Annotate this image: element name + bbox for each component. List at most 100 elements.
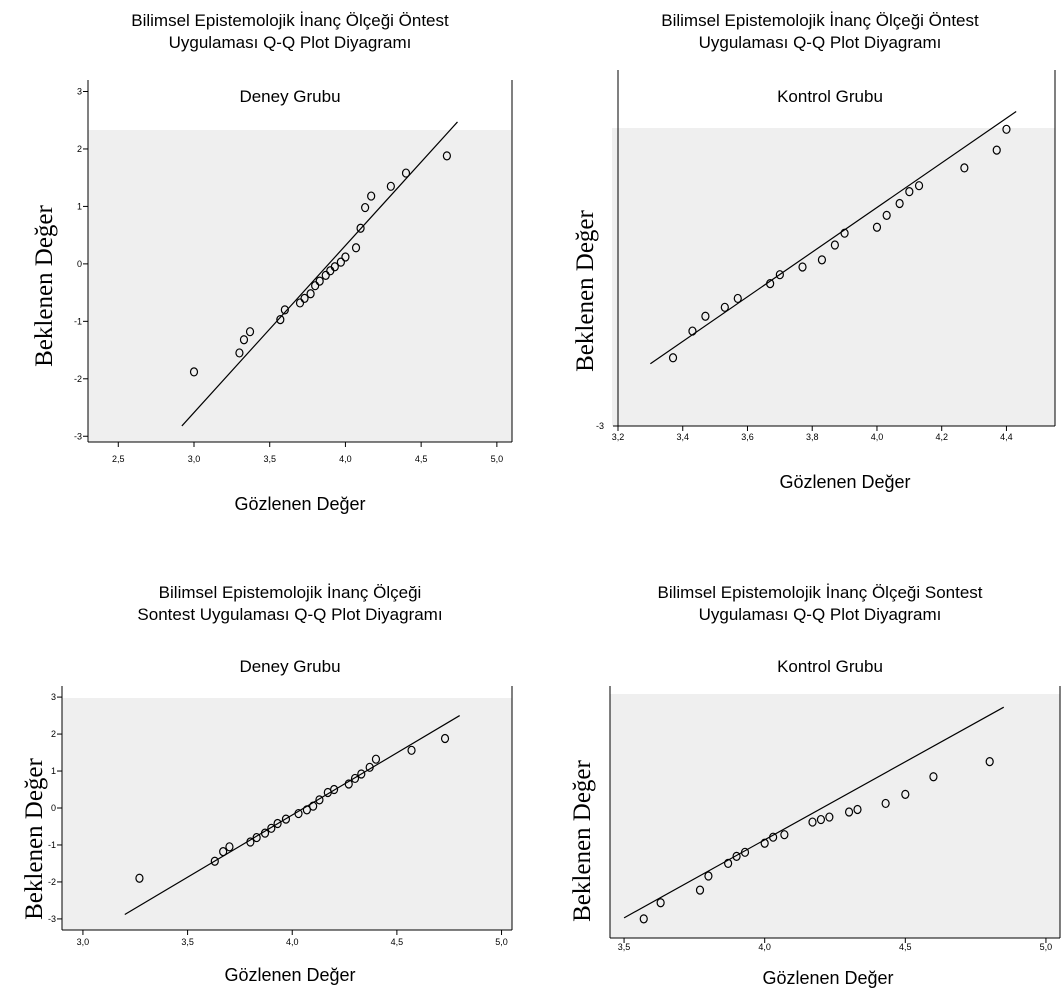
data-point bbox=[351, 243, 361, 253]
x-tick-label: 4,5 bbox=[391, 937, 404, 947]
data-point bbox=[985, 756, 994, 767]
y-tick-label: 1 bbox=[51, 766, 56, 776]
x-tick-label: 5,0 bbox=[1040, 942, 1053, 952]
group-label: Deney Grubu bbox=[239, 657, 341, 676]
data-point bbox=[780, 830, 789, 840]
data-point bbox=[235, 348, 244, 358]
data-point bbox=[701, 311, 710, 321]
data-point bbox=[315, 276, 324, 286]
data-point bbox=[724, 858, 733, 869]
chart-title-line2: Uygulaması Q-Q Plot Diyagramı bbox=[168, 33, 412, 52]
plot-area-background bbox=[612, 128, 1055, 426]
x-tick-label: 3,4 bbox=[676, 432, 689, 442]
data-point bbox=[720, 302, 729, 312]
group-label: Kontrol Grubu bbox=[777, 87, 883, 106]
y-tick-label: -1 bbox=[74, 316, 82, 326]
data-point bbox=[365, 762, 374, 772]
data-point bbox=[760, 838, 769, 848]
data-point bbox=[929, 772, 938, 782]
chart-title-line2: Uygulaması Q-Q Plot Diyagramı bbox=[698, 605, 942, 624]
data-point bbox=[732, 851, 741, 861]
x-tick-label: 3,8 bbox=[806, 432, 819, 442]
data-point bbox=[361, 202, 370, 213]
data-point bbox=[281, 814, 291, 824]
data-point bbox=[1002, 124, 1011, 134]
x-tick-label: 3,2 bbox=[612, 432, 625, 442]
y-tick-label: 3 bbox=[77, 86, 82, 96]
chart-title-line1: Bilimsel Epistemolojik İnanç Ölçeği Sont… bbox=[657, 583, 983, 602]
reference-line bbox=[124, 715, 460, 915]
x-tick-label: 5,0 bbox=[491, 454, 504, 464]
data-point bbox=[357, 769, 366, 779]
y-tick-label: 1 bbox=[77, 201, 82, 211]
y-tick-label: -3 bbox=[48, 914, 56, 924]
data-point bbox=[306, 289, 315, 299]
data-point bbox=[881, 798, 890, 809]
data-point bbox=[367, 191, 376, 201]
data-point bbox=[245, 327, 255, 337]
y-tick-label: 3 bbox=[51, 692, 56, 702]
data-point bbox=[872, 222, 882, 232]
chart-title-line2: Sontest Uygulaması Q-Q Plot Diyagramı bbox=[137, 605, 443, 624]
group-label: Kontrol Grubu bbox=[777, 657, 883, 676]
y-axis-label: Beklenen Değer bbox=[21, 758, 48, 920]
data-point bbox=[273, 818, 282, 829]
y-tick-label: -2 bbox=[48, 877, 56, 887]
x-tick-label: 4,0 bbox=[871, 432, 884, 442]
reference-line bbox=[623, 706, 1005, 919]
y-tick-label: -1 bbox=[48, 840, 56, 850]
data-point bbox=[246, 837, 255, 847]
data-point bbox=[704, 871, 713, 881]
reference-line bbox=[181, 121, 458, 427]
reference-line bbox=[650, 111, 1017, 365]
data-point bbox=[280, 305, 289, 315]
data-point bbox=[766, 279, 775, 289]
data-point bbox=[371, 754, 381, 764]
plot-area-background bbox=[62, 698, 512, 930]
data-point bbox=[688, 326, 697, 336]
data-point bbox=[733, 293, 742, 304]
x-axis-label: Gözlenen Değer bbox=[762, 968, 894, 988]
y-tick-label: -2 bbox=[74, 374, 82, 384]
data-point bbox=[219, 847, 228, 857]
data-point bbox=[992, 145, 1001, 155]
x-tick-label: 3,5 bbox=[181, 937, 194, 947]
x-tick-label: 4,0 bbox=[758, 942, 771, 952]
y-axis-label: Beklenen Değer bbox=[31, 205, 58, 367]
y-tick-label: 0 bbox=[77, 259, 82, 269]
x-tick-label: 3,5 bbox=[618, 942, 631, 952]
data-point bbox=[302, 805, 311, 815]
x-axis-label: Gözlenen Değer bbox=[234, 494, 366, 514]
data-point bbox=[295, 298, 305, 308]
group-label: Deney Grubu bbox=[239, 87, 341, 106]
x-tick-label: 4,2 bbox=[935, 432, 948, 442]
data-point bbox=[905, 187, 914, 197]
data-point bbox=[225, 842, 234, 852]
data-point bbox=[656, 898, 665, 908]
data-point bbox=[882, 210, 891, 220]
data-point bbox=[386, 181, 395, 191]
y-tick-label: 2 bbox=[51, 729, 56, 739]
data-point bbox=[639, 914, 648, 924]
data-point bbox=[840, 228, 849, 238]
data-point bbox=[315, 795, 324, 805]
chart-title-line1: Bilimsel Epistemolojik İnanç Ölçeği Önte… bbox=[131, 11, 449, 30]
data-point bbox=[440, 733, 450, 744]
data-point bbox=[210, 856, 219, 866]
data-point bbox=[344, 779, 353, 789]
data-point bbox=[830, 240, 839, 250]
data-point bbox=[300, 293, 309, 303]
data-point bbox=[252, 832, 261, 843]
data-point bbox=[769, 832, 778, 842]
data-point bbox=[276, 315, 285, 325]
plot-area-background bbox=[88, 130, 512, 442]
data-point bbox=[740, 847, 750, 857]
data-point bbox=[960, 163, 969, 173]
plot-area-background bbox=[610, 694, 1060, 938]
y-axis-label: Beklenen Değer bbox=[572, 210, 599, 372]
data-point bbox=[341, 252, 350, 262]
data-point bbox=[336, 257, 345, 267]
data-point bbox=[895, 198, 904, 209]
y-axis-label: Beklenen Değer bbox=[569, 760, 596, 922]
